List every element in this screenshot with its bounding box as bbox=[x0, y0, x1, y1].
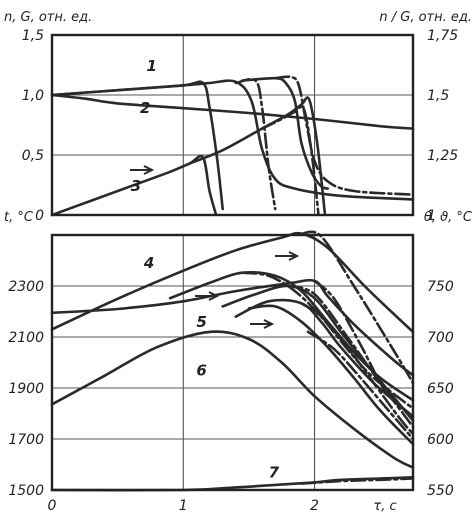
bottom-series-4-line bbox=[50, 330, 415, 469]
bottom-panel: 150017001900210023005506006507007504567t… bbox=[4, 210, 473, 514]
bottom-y-tick-label: 1500 bbox=[8, 483, 44, 499]
bottom-y2-tick-label: 600 bbox=[427, 432, 454, 448]
bottom-curve-label-7: 7 bbox=[269, 463, 280, 481]
x-tick-label: 1 bbox=[179, 498, 188, 514]
xlabel: τ, с bbox=[373, 499, 396, 514]
bottom-y2-tick-label: 750 bbox=[427, 279, 454, 295]
bottom-series-1-line bbox=[300, 230, 415, 385]
top-series-5-line bbox=[50, 93, 415, 130]
top-arrow-icon bbox=[130, 165, 155, 175]
top-plot-frame bbox=[50, 33, 415, 217]
top-series-6-line bbox=[50, 154, 218, 217]
bottom-series-11-line bbox=[247, 304, 415, 446]
top-y-tick-label: 1,0 bbox=[22, 88, 44, 104]
bottom-arrow-1-icon bbox=[275, 251, 300, 261]
bottom-y2-tick-label: 650 bbox=[427, 381, 454, 397]
x-tick-label: 0 bbox=[48, 498, 57, 514]
top-y2-tick-label: 1,5 bbox=[427, 88, 449, 104]
bottom-curve-label-5: 5 bbox=[196, 313, 206, 331]
bottom-series-12-line bbox=[306, 330, 415, 441]
top-series-7-line bbox=[188, 96, 327, 217]
top-curve-label-1: 1 bbox=[147, 57, 157, 75]
bottom-y-tick-label: 2100 bbox=[8, 330, 44, 346]
top-curve-label-3: 3 bbox=[131, 177, 141, 195]
top-series-4-line bbox=[273, 75, 415, 196]
bottom-arrow-2-icon bbox=[195, 291, 220, 301]
bottom-series-0-line bbox=[50, 231, 415, 334]
top-y2-tick-label: 1,75 bbox=[427, 28, 458, 44]
top-series-8-line bbox=[260, 105, 320, 217]
bottom-y2-tick-label: 550 bbox=[427, 483, 454, 499]
bottom-curve-label-6: 6 bbox=[196, 361, 206, 379]
top-y2-tick-label: 1 bbox=[427, 208, 436, 224]
top-y-tick-label: 0,5 bbox=[22, 148, 44, 164]
top-curve-label-2: 2 bbox=[140, 99, 150, 117]
bottom-y-tick-label: 2300 bbox=[8, 279, 44, 295]
top-y2label: n / G, отн. ед. bbox=[379, 10, 472, 25]
bottom-y-tick-label: 1700 bbox=[8, 432, 44, 448]
bottom-y-tick-label: 1900 bbox=[8, 381, 44, 397]
top-y-tick-label: 0 bbox=[35, 208, 44, 224]
bottom-series-8-line bbox=[300, 302, 415, 436]
bottom-ylabel: t, °C bbox=[4, 210, 34, 225]
top-series-2-line bbox=[234, 77, 277, 211]
bottom-plot-frame bbox=[50, 233, 415, 492]
bottom-series-14-line bbox=[300, 477, 415, 485]
bottom-y2label: θ, ϑ, °C bbox=[424, 210, 473, 225]
top-y2-tick-label: 1,25 bbox=[427, 148, 458, 164]
bottom-series-10-line bbox=[287, 284, 415, 429]
bottom-y2-tick-label: 700 bbox=[427, 330, 454, 346]
top-ylabel: n, G, отн. ед. bbox=[4, 10, 92, 25]
top-panel: 0 0,5 1,0 1,5 1 1,25 1,5 1,75 1 2 3 n, G, отн. ед. n… bbox=[4, 10, 472, 224]
bottom-series-2-line bbox=[50, 278, 415, 377]
top-y-tick-label: 1,5 bbox=[22, 28, 44, 44]
x-tick-label: 2 bbox=[310, 498, 319, 514]
bottom-arrow-3-icon bbox=[250, 319, 275, 329]
bottom-curve-label-4: 4 bbox=[143, 254, 154, 272]
top-series-1-line bbox=[50, 79, 415, 201]
